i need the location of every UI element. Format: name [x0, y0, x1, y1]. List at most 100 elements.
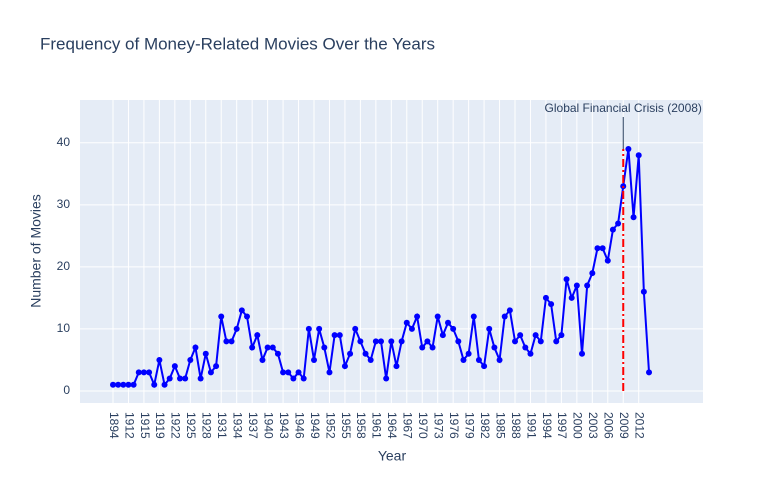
y-tick-label: 10 — [57, 321, 71, 335]
data-point — [300, 375, 307, 382]
x-tick-label: 2006 — [602, 412, 616, 439]
data-point — [450, 325, 457, 332]
data-point — [563, 276, 570, 283]
data-point — [383, 375, 390, 382]
data-point — [362, 350, 369, 357]
y-tick-label: 0 — [63, 383, 70, 397]
data-point — [269, 344, 276, 351]
x-tick-label: 1946 — [292, 412, 306, 439]
data-point — [207, 369, 214, 376]
data-point — [352, 325, 359, 332]
data-point — [336, 332, 343, 339]
data-point — [486, 325, 493, 332]
data-point — [398, 338, 405, 345]
data-point — [512, 338, 519, 345]
data-point — [434, 313, 441, 320]
data-point — [367, 356, 374, 363]
data-point — [140, 369, 147, 376]
data-point — [166, 375, 173, 382]
data-point — [372, 338, 379, 345]
x-tick-label: 1988 — [509, 412, 523, 439]
data-point — [120, 381, 127, 388]
y-tick-label: 20 — [57, 259, 71, 273]
data-point — [223, 338, 230, 345]
data-point — [135, 369, 142, 376]
chart-title: Frequency of Money-Related Movies Over t… — [40, 34, 435, 53]
data-point — [429, 344, 436, 351]
data-point — [568, 294, 575, 301]
x-tick-label: 1934 — [231, 412, 245, 439]
data-point — [414, 313, 421, 320]
data-point — [347, 350, 354, 357]
data-point — [161, 381, 168, 388]
data-point — [295, 369, 302, 376]
data-point — [331, 332, 338, 339]
data-point — [558, 332, 565, 339]
y-tick-label: 30 — [57, 197, 71, 211]
data-point — [615, 220, 622, 227]
data-point — [197, 375, 204, 382]
data-point — [130, 381, 137, 388]
data-point — [182, 375, 189, 382]
data-point — [460, 356, 467, 363]
data-point — [475, 356, 482, 363]
x-tick-label: 2009 — [617, 412, 631, 439]
data-point — [156, 356, 163, 363]
data-point — [584, 282, 591, 289]
data-point — [403, 319, 410, 326]
x-tick-label: 1961 — [370, 412, 384, 439]
data-point — [481, 363, 488, 370]
data-point — [244, 313, 251, 320]
data-point — [599, 245, 606, 252]
data-point — [357, 338, 364, 345]
data-point — [146, 369, 153, 376]
data-point — [177, 375, 184, 382]
data-point — [646, 369, 653, 376]
x-tick-label: 1928 — [200, 412, 214, 439]
data-point — [264, 344, 271, 351]
data-point — [115, 381, 122, 388]
y-axis-title: Number of Movies — [28, 194, 44, 308]
data-point — [465, 350, 472, 357]
data-point — [527, 350, 534, 357]
data-point — [254, 332, 261, 339]
data-point — [537, 338, 544, 345]
x-tick-label: 1931 — [215, 412, 229, 439]
x-tick-label: 1922 — [169, 412, 183, 439]
data-point — [419, 344, 426, 351]
data-point — [280, 369, 287, 376]
data-point — [630, 214, 637, 221]
data-point — [341, 363, 348, 370]
data-point — [228, 338, 235, 345]
data-point — [125, 381, 132, 388]
data-point — [506, 307, 513, 314]
data-point — [290, 375, 297, 382]
data-point — [609, 226, 616, 233]
data-point — [496, 356, 503, 363]
x-tick-label: 1955 — [339, 412, 353, 439]
x-tick-label: 1982 — [478, 412, 492, 439]
data-point — [542, 294, 549, 301]
data-point — [192, 344, 199, 351]
data-point — [640, 288, 647, 295]
data-point — [573, 282, 580, 289]
x-tick-label: 1991 — [524, 412, 538, 439]
x-tick-label: 1979 — [462, 412, 476, 439]
data-point — [491, 344, 498, 351]
x-tick-label: 1937 — [246, 412, 260, 439]
data-point — [378, 338, 385, 345]
x-axis-title: Year — [378, 448, 407, 464]
x-tick-label: 1940 — [261, 412, 275, 439]
data-point — [594, 245, 601, 252]
data-point — [553, 338, 560, 345]
data-point — [233, 325, 240, 332]
x-tick-label: 1943 — [277, 412, 291, 439]
marks — [110, 117, 653, 391]
x-tick-label: 1976 — [447, 412, 461, 439]
data-point — [501, 313, 508, 320]
data-point — [202, 350, 209, 357]
data-point — [532, 332, 539, 339]
x-tick-label: 1915 — [138, 412, 152, 439]
data-point — [316, 325, 323, 332]
